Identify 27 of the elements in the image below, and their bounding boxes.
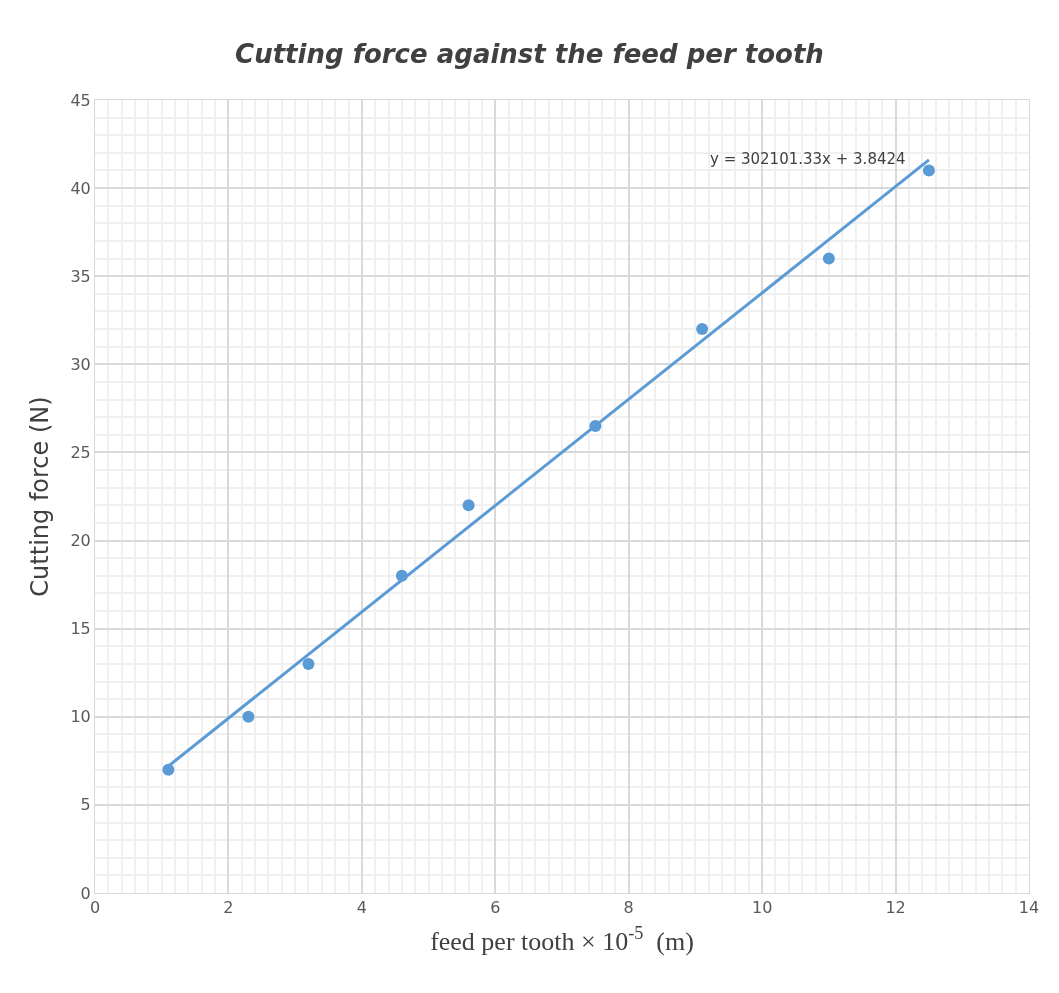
y-tick-label: 20 xyxy=(70,531,91,551)
y-tick-label: 40 xyxy=(70,178,91,198)
y-tick-label: 25 xyxy=(70,443,91,463)
annotation: y = 302101.33x + 3.8424 xyxy=(710,150,906,168)
point xyxy=(462,499,475,512)
point xyxy=(242,710,255,723)
x-tick-label: 6 xyxy=(490,898,501,918)
x-tick-label: 4 xyxy=(356,898,367,918)
y-tick-label: 45 xyxy=(70,90,91,110)
x-tick-label: 12 xyxy=(885,898,906,918)
x-tick-label: 2 xyxy=(223,898,234,918)
x-axis-title: feed per tooth × 10$^{-5}$ (m) xyxy=(430,922,694,956)
y-axis-title: Cutting force (N) xyxy=(25,396,54,597)
point xyxy=(922,164,935,177)
x-tick-label: 14 xyxy=(1018,898,1040,918)
y-tick-label: 15 xyxy=(70,619,91,639)
point xyxy=(696,323,709,336)
x-tick-label: 10 xyxy=(751,898,773,918)
y-tick-label: 30 xyxy=(70,354,91,374)
y-tick-label: 10 xyxy=(70,707,91,727)
point xyxy=(302,657,315,670)
point xyxy=(822,252,835,265)
y-tick-label: 35 xyxy=(70,266,91,286)
y-tick-label: 5 xyxy=(80,795,91,815)
chart-title: Cutting force against the feed per tooth xyxy=(235,38,824,69)
x-tick-label: 8 xyxy=(623,898,634,918)
y-tick-label: 0 xyxy=(80,883,91,903)
